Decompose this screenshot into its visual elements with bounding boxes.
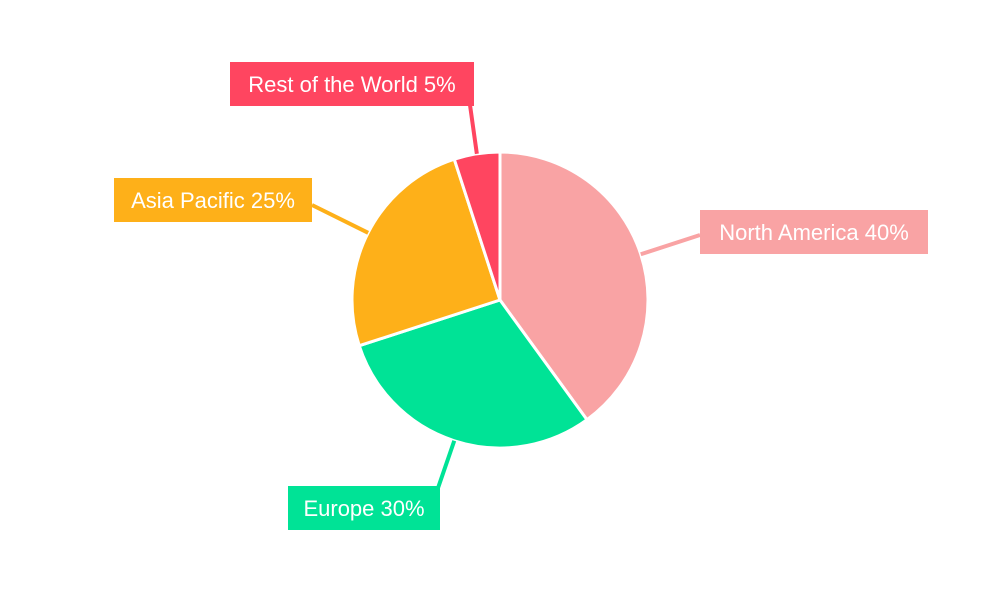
leader-line: [311, 203, 370, 235]
pie-slice-asia-pacific[interactable]: [350, 157, 502, 348]
data-label: North America 40%: [719, 220, 909, 245]
leader-line: [436, 440, 457, 489]
data-label-box: [114, 178, 312, 222]
data-label-box: [230, 62, 474, 106]
data-label-box: [288, 486, 440, 530]
data-label-box: [700, 210, 928, 254]
leader-line: [640, 233, 701, 257]
pie-slice-rest-of-the-world[interactable]: [452, 150, 502, 301]
pie-labels: North America 40% Europe 30% Asia Pacific …: [114, 62, 928, 530]
data-label: Rest of the World 5%: [248, 72, 455, 97]
data-label: Europe 30%: [303, 496, 424, 521]
pie-slices: [350, 150, 650, 450]
pie-slice-north-america[interactable]: [498, 150, 650, 422]
leader-line: [468, 104, 479, 155]
data-label: Asia Pacific 25%: [131, 188, 295, 213]
